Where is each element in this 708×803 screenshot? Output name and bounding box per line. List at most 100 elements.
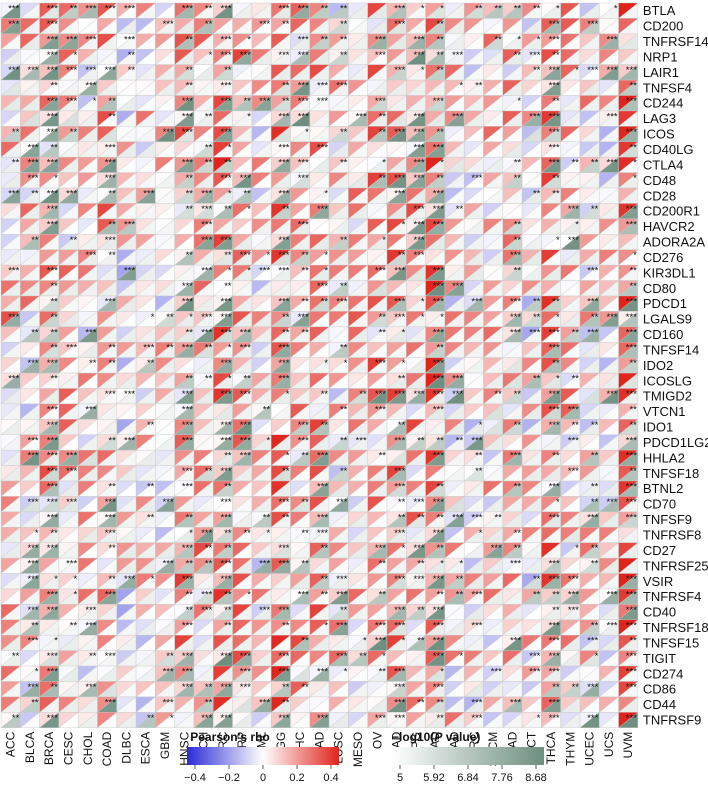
significance-star: ***: [336, 296, 347, 307]
significance-star: ***: [240, 343, 251, 354]
significance-star: *: [440, 559, 444, 570]
row-label: TNFRSF18: [643, 620, 708, 635]
significance-star: **: [514, 158, 522, 169]
row-label: TNFRSF9: [643, 713, 702, 728]
significance-star: **: [629, 636, 637, 647]
significance-star: **: [205, 19, 213, 30]
significance-star: ***: [201, 589, 212, 600]
column-label: COAD: [100, 731, 114, 766]
significance-star: *: [247, 266, 251, 277]
significance-star: ***: [471, 173, 482, 184]
significance-star: **: [205, 559, 213, 570]
significance-star: ***: [336, 589, 347, 600]
row-label: VTCN1: [643, 404, 686, 419]
significance-star: ***: [587, 266, 598, 277]
significance-star: **: [552, 50, 560, 61]
row-label: TNFRSF4: [643, 589, 702, 604]
significance-star: ***: [394, 667, 405, 678]
significance-star: **: [533, 589, 541, 600]
significance-star: ***: [549, 65, 560, 76]
significance-star: ***: [471, 435, 482, 446]
significance-star: ***: [124, 266, 135, 277]
significance-star: ***: [240, 420, 251, 431]
significance-star: **: [572, 158, 580, 169]
significance-star: ***: [394, 682, 405, 693]
row-label: ICOSLG: [643, 373, 692, 388]
significance-star: ***: [626, 574, 637, 585]
significance-star: ***: [298, 158, 309, 169]
significance-star: *: [459, 651, 463, 662]
column-label: CHOL: [81, 731, 95, 765]
significance-star: ***: [105, 158, 116, 169]
significance-star: **: [301, 682, 309, 693]
significance-star: ***: [28, 173, 39, 184]
significance-star: **: [205, 158, 213, 169]
significance-star: *: [459, 81, 463, 92]
significance-star: ***: [47, 482, 58, 493]
significance-star: ***: [626, 219, 637, 230]
significance-star: **: [340, 235, 348, 246]
significance-star: ***: [394, 189, 405, 200]
significance-star: ***: [47, 605, 58, 616]
significance-star: *: [382, 158, 386, 169]
significance-star: ***: [394, 266, 405, 277]
significance-star: ***: [201, 312, 212, 323]
significance-star: ***: [182, 343, 193, 354]
significance-star: **: [340, 281, 348, 292]
significance-star: **: [533, 65, 541, 76]
significance-star: **: [572, 682, 580, 693]
significance-star: ***: [394, 19, 405, 30]
significance-star: ***: [47, 19, 58, 30]
significance-star: ***: [47, 50, 58, 61]
significance-star: **: [514, 528, 522, 539]
significance-star: *: [421, 65, 425, 76]
significance-star: ***: [336, 651, 347, 662]
significance-star: ***: [259, 559, 270, 570]
significance-star: ***: [414, 127, 425, 138]
significance-star: ***: [278, 358, 289, 369]
significance-star: ***: [124, 34, 135, 45]
significance-star: ***: [105, 173, 116, 184]
significance-star: **: [186, 559, 194, 570]
significance-star: ***: [85, 404, 96, 415]
significance-star: ***: [47, 713, 58, 724]
significance-star: **: [591, 420, 599, 431]
significance-star: ***: [240, 667, 251, 678]
significance-star: *: [93, 96, 97, 107]
significance-star: ***: [47, 158, 58, 169]
significance-star: **: [243, 96, 251, 107]
significance-star: **: [591, 312, 599, 323]
significance-star: *: [35, 528, 39, 539]
significance-star: ***: [549, 574, 560, 585]
significance-star: ***: [626, 96, 637, 107]
significance-star: ***: [124, 574, 135, 585]
significance-star: ***: [278, 497, 289, 508]
row-label: LAIR1: [643, 65, 679, 80]
significance-star: ***: [163, 127, 174, 138]
column-label: UCEC: [583, 731, 597, 765]
significance-star: **: [50, 327, 58, 338]
rho-tick-label: 0: [260, 772, 266, 784]
significance-star: ***: [221, 50, 232, 61]
p-tick-label: 7.76: [491, 772, 512, 784]
significance-star: **: [186, 512, 194, 523]
significance-star: **: [50, 343, 58, 354]
significance-star: **: [591, 620, 599, 631]
row-label: HAVCR2: [643, 219, 695, 234]
significance-star: *: [209, 50, 213, 61]
significance-star: ***: [28, 543, 39, 554]
row-label: BTLA: [643, 3, 676, 18]
significance-star: ***: [568, 466, 579, 477]
significance-star: ***: [626, 296, 637, 307]
significance-star: ***: [626, 512, 637, 523]
significance-star: ***: [433, 605, 444, 616]
significance-star: ***: [433, 327, 444, 338]
significance-star: **: [591, 482, 599, 493]
significance-star: **: [50, 142, 58, 153]
significance-star: ***: [394, 173, 405, 184]
significance-star: ***: [317, 142, 328, 153]
significance-star: ***: [221, 466, 232, 477]
significance-star: ***: [28, 574, 39, 585]
significance-star: ***: [105, 589, 116, 600]
